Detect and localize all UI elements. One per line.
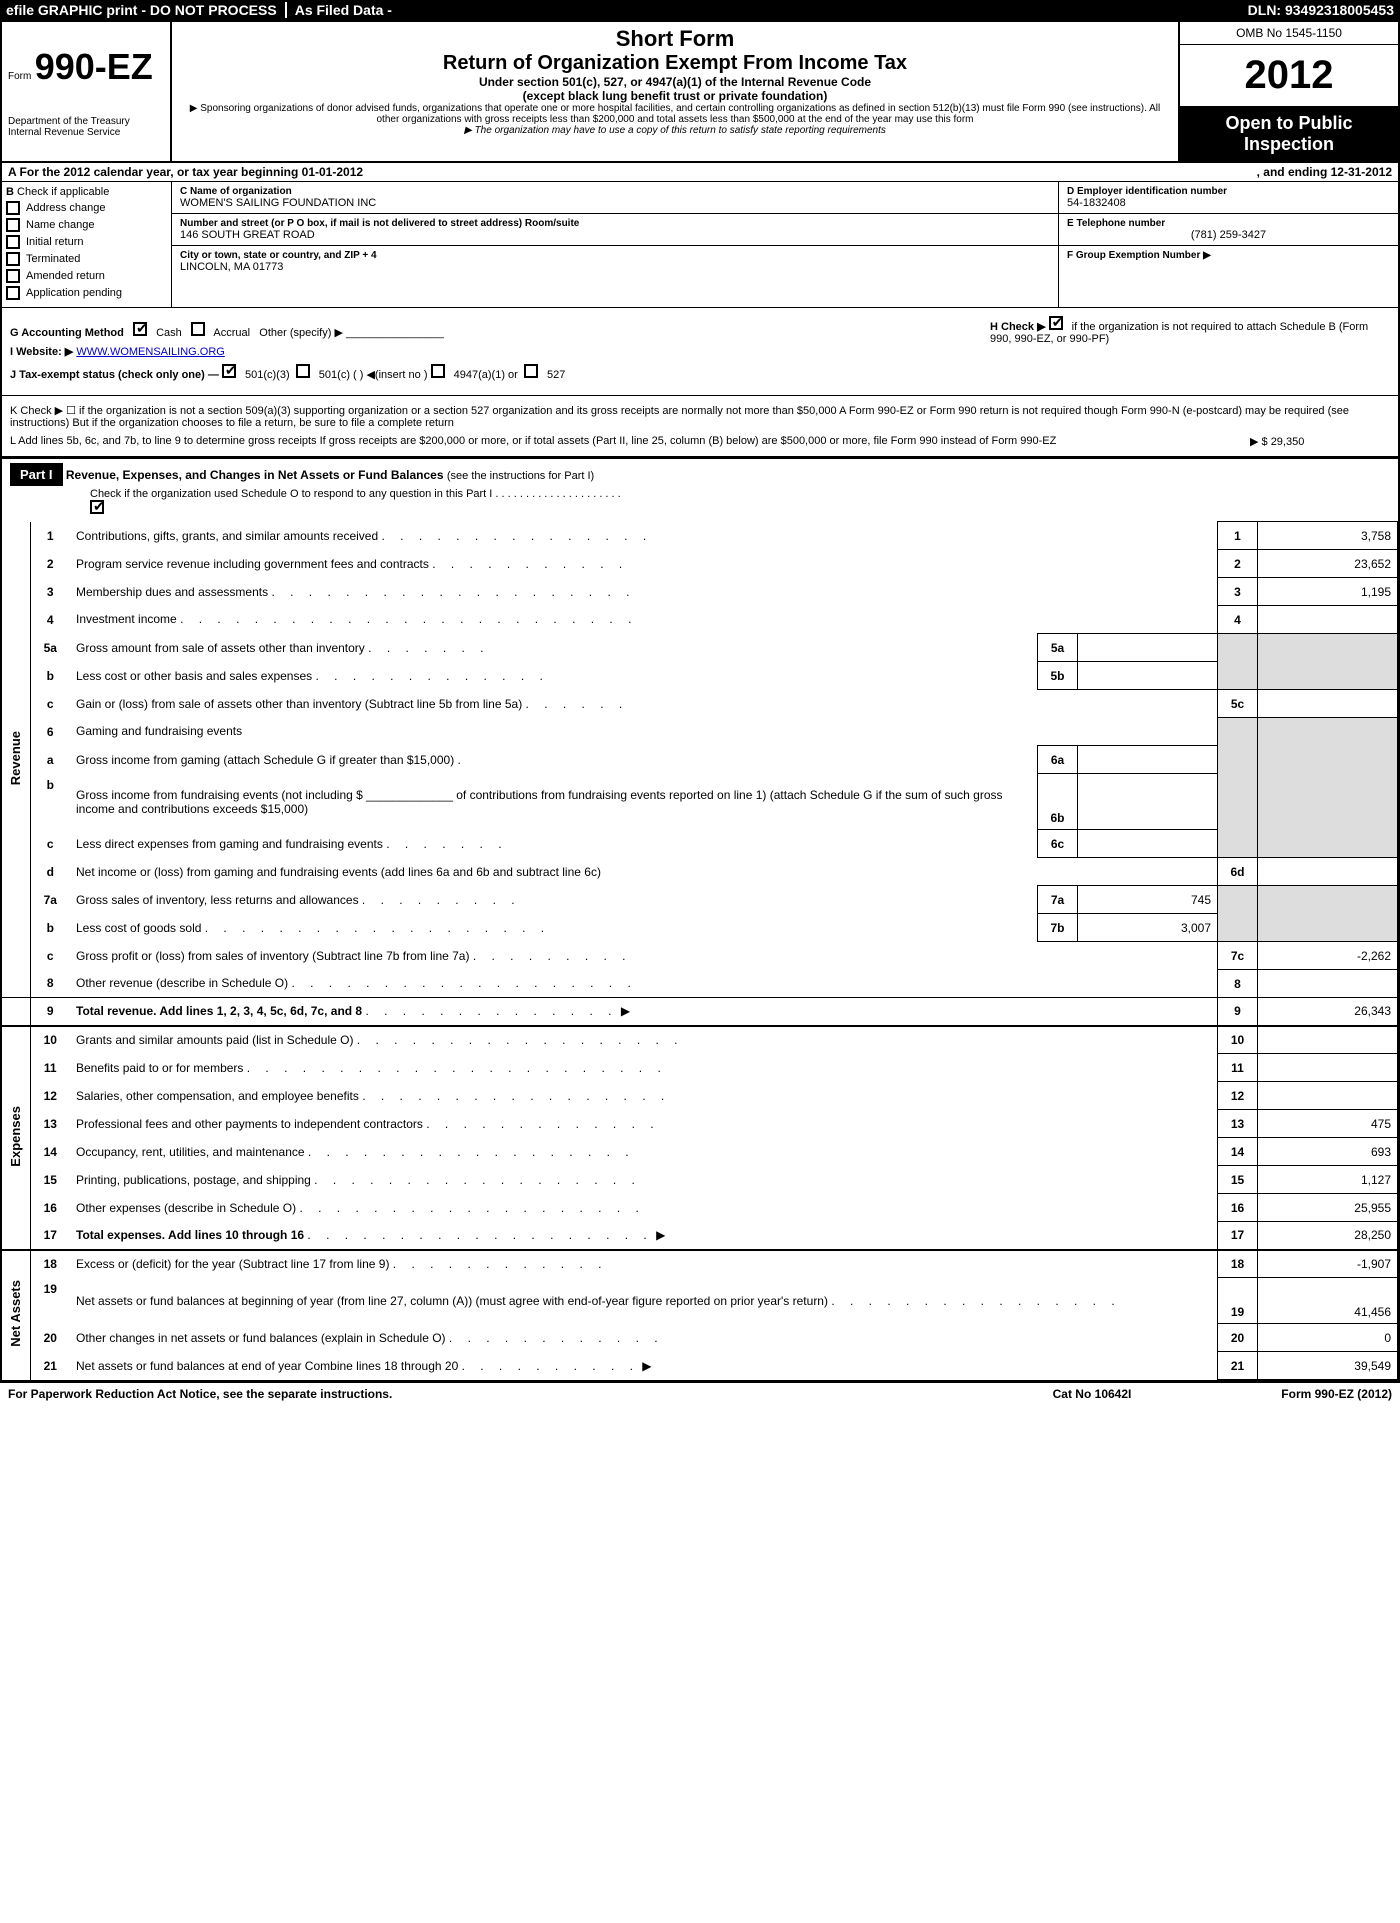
footer-center: Cat No 10642I xyxy=(992,1387,1192,1401)
cb-h[interactable] xyxy=(1049,316,1063,330)
under-section: Under section 501(c), 527, or 4947(a)(1)… xyxy=(180,75,1170,89)
e-label: E Telephone number xyxy=(1067,218,1390,229)
return-title: Return of Organization Exempt From Incom… xyxy=(180,52,1170,75)
part1-desc: Revenue, Expenses, and Changes in Net As… xyxy=(66,468,444,482)
h-label: H Check ▶ xyxy=(990,321,1046,333)
val-1: 3,758 xyxy=(1258,522,1398,550)
lines-table: Revenue 1 Contributions, gifts, grants, … xyxy=(2,521,1398,1380)
row-a-begin: A For the 2012 calendar year, or tax yea… xyxy=(8,165,1257,179)
val-4 xyxy=(1258,606,1398,634)
cb-name[interactable] xyxy=(6,218,20,232)
form-prefix: Form xyxy=(8,71,31,82)
cb-initial[interactable] xyxy=(6,235,20,249)
l-val: ▶ $ 29,350 xyxy=(1230,435,1390,448)
cb-cash[interactable] xyxy=(133,322,147,336)
cb-terminated[interactable] xyxy=(6,252,20,266)
part1-title: Part I xyxy=(10,463,63,486)
cb-4947[interactable] xyxy=(431,364,445,378)
header-left: Form 990-EZ Department of the Treasury I… xyxy=(2,22,172,161)
c-street-label: Number and street (or P O box, if mail i… xyxy=(180,218,1050,229)
part1-desc2: (see the instructions for Part I) xyxy=(447,470,594,482)
c-name-label: C Name of organization xyxy=(180,186,1050,197)
val-20: 0 xyxy=(1258,1324,1398,1352)
part1-sub: Check if the organization used Schedule … xyxy=(90,488,621,500)
cb-address[interactable] xyxy=(6,201,20,215)
e-val: (781) 259-3427 xyxy=(1067,229,1390,241)
i-label: I Website: ▶ xyxy=(10,346,73,358)
cb-schedule-o[interactable] xyxy=(90,500,104,514)
topbar-center: As Filed Data - xyxy=(295,2,392,18)
cb-501c[interactable] xyxy=(296,364,310,378)
cb-527[interactable] xyxy=(524,364,538,378)
expenses-label: Expenses xyxy=(8,1106,23,1167)
cb-accrual[interactable] xyxy=(191,322,205,336)
val-17: 28,250 xyxy=(1258,1222,1398,1250)
val-18: -1,907 xyxy=(1258,1250,1398,1278)
f-label: F Group Exemption Number ▶ xyxy=(1067,250,1390,261)
except-note: (except black lung benefit trust or priv… xyxy=(180,89,1170,103)
val-21: 39,549 xyxy=(1258,1352,1398,1380)
section-ghij: G Accounting Method Cash Accrual Other (… xyxy=(2,308,1398,396)
c-city: LINCOLN, MA 01773 xyxy=(180,261,1050,273)
header-row: Form 990-EZ Department of the Treasury I… xyxy=(2,22,1398,163)
val-15: 1,127 xyxy=(1258,1166,1398,1194)
open-to-public: Open to Public Inspection xyxy=(1180,107,1398,161)
val-7c: -2,262 xyxy=(1258,942,1398,970)
topbar-left: efile GRAPHIC print - DO NOT PROCESS xyxy=(6,2,287,18)
c-city-label: City or town, state or country, and ZIP … xyxy=(180,250,1050,261)
b-check: Check if applicable xyxy=(17,186,109,198)
c-street: 146 SOUTH GREAT ROAD xyxy=(180,229,1050,241)
footer-right: Form 990-EZ (2012) xyxy=(1192,1387,1392,1401)
footer-left: For Paperwork Reduction Act Notice, see … xyxy=(8,1387,992,1401)
val-7a: 745 xyxy=(1078,886,1218,914)
val-19: 41,456 xyxy=(1258,1278,1398,1324)
cb-501c3[interactable] xyxy=(222,364,236,378)
c-name: WOMEN'S SAILING FOUNDATION INC xyxy=(180,197,1050,209)
netassets-label: Net Assets xyxy=(8,1280,23,1347)
short-form: Short Form xyxy=(180,26,1170,52)
col-c: C Name of organization WOMEN'S SAILING F… xyxy=(172,182,1058,307)
note1: ▶ Sponsoring organizations of donor advi… xyxy=(180,103,1170,125)
val-9: 26,343 xyxy=(1258,998,1398,1026)
header-right: OMB No 1545-1150 2012 Open to Public Ins… xyxy=(1178,22,1398,161)
website-link[interactable]: WWW.WOMENSAILING.ORG xyxy=(76,346,225,358)
form-main: Form 990-EZ Department of the Treasury I… xyxy=(0,20,1400,1382)
b-label: B xyxy=(6,186,14,198)
val-3: 1,195 xyxy=(1258,578,1398,606)
d-val: 54-1832408 xyxy=(1067,197,1390,209)
form-number: 990-EZ xyxy=(35,46,153,87)
section-bc: B Check if applicable Address change Nam… xyxy=(2,182,1398,308)
g-label: G Accounting Method xyxy=(10,327,124,339)
part1-header: Part I Revenue, Expenses, and Changes in… xyxy=(2,457,1398,521)
k-text: K Check ▶ ☐ if the organization is not a… xyxy=(10,404,1390,429)
val-16: 25,955 xyxy=(1258,1194,1398,1222)
val-7b: 3,007 xyxy=(1078,914,1218,942)
cb-amended[interactable] xyxy=(6,269,20,283)
note2: ▶ The organization may have to use a cop… xyxy=(180,125,1170,136)
val-14: 693 xyxy=(1258,1138,1398,1166)
tax-year: 2012 xyxy=(1180,45,1398,107)
col-b: B Check if applicable Address change Nam… xyxy=(2,182,172,307)
footer: For Paperwork Reduction Act Notice, see … xyxy=(0,1382,1400,1405)
revenue-label: Revenue xyxy=(8,731,23,785)
j-label: J Tax-exempt status (check only one) — xyxy=(10,369,219,381)
omb-number: OMB No 1545-1150 xyxy=(1180,22,1398,45)
l-text: L Add lines 5b, 6c, and 7b, to line 9 to… xyxy=(10,435,1230,448)
header-center: Short Form Return of Organization Exempt… xyxy=(172,22,1178,161)
val-13: 475 xyxy=(1258,1110,1398,1138)
topbar-right: DLN: 93492318005453 xyxy=(1248,2,1394,18)
treasury2: Internal Revenue Service xyxy=(8,127,164,138)
d-label: D Employer identification number xyxy=(1067,186,1390,197)
h-text: if the organization is not required to a… xyxy=(990,321,1368,345)
top-bar: efile GRAPHIC print - DO NOT PROCESS As … xyxy=(0,0,1400,20)
section-kl: K Check ▶ ☐ if the organization is not a… xyxy=(2,396,1398,457)
col-def: D Employer identification number 54-1832… xyxy=(1058,182,1398,307)
treasury1: Department of the Treasury xyxy=(8,116,164,127)
cb-pending[interactable] xyxy=(6,286,20,300)
row-a-end: , and ending 12-31-2012 xyxy=(1257,165,1392,179)
row-a: A For the 2012 calendar year, or tax yea… xyxy=(2,163,1398,182)
val-2: 23,652 xyxy=(1258,550,1398,578)
